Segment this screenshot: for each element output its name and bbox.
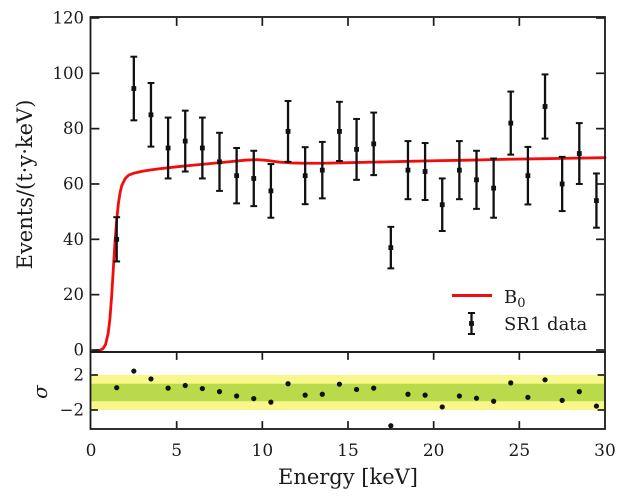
y-tick-label: 120 (53, 8, 85, 27)
sigma-tick-label: 2 (74, 366, 85, 385)
sr1-marker (148, 112, 154, 118)
sr1-marker (182, 138, 188, 144)
sr1-marker (576, 151, 582, 156)
residual-point (491, 398, 497, 404)
residual-point (131, 368, 137, 374)
sr1-marker (354, 146, 359, 152)
residual-point (199, 385, 205, 392)
sr1-marker (302, 173, 308, 179)
residual-point (182, 382, 188, 389)
sr1-marker (285, 129, 291, 134)
sigma-tick-label: −2 (60, 401, 84, 420)
sr1-marker (388, 245, 394, 251)
x-tick-label: 30 (594, 441, 616, 461)
y-tick-label: 100 (53, 64, 85, 83)
residual-point (234, 393, 240, 399)
residual-point (593, 403, 600, 409)
residual-point (525, 394, 531, 400)
residual-point (542, 377, 548, 383)
residual-point (559, 397, 565, 403)
residual-point (165, 385, 171, 391)
sr1-marker (165, 145, 171, 151)
sr1-marker (525, 173, 531, 179)
y-tick-label: 80 (63, 119, 84, 138)
chart-render-root: 0 5 10 15 20 25 30 0 20 40 60 80 100 120 2 −2 (53, 8, 616, 461)
y-tick-label: 40 (63, 230, 84, 249)
sr1-marker (319, 167, 325, 173)
residual-point (388, 423, 394, 429)
residual-point (456, 393, 462, 399)
x-tick-label: 25 (509, 441, 531, 461)
sr1-marker (131, 86, 137, 91)
sr1-marker (456, 167, 462, 173)
sr1-marker (542, 104, 548, 109)
x-tick-label: 5 (171, 441, 182, 461)
sr1-marker (114, 236, 120, 242)
y-tick-label: 60 (63, 174, 84, 193)
legend: B0 SR1 data (452, 287, 588, 335)
residual-panel-frame (89, 351, 606, 430)
residual-y-axis-label: σ (28, 384, 52, 399)
residual-point (268, 399, 274, 405)
sr1-marker (508, 120, 514, 126)
sr1-marker (251, 176, 257, 181)
sr1-marker (474, 177, 479, 183)
residual-point (473, 395, 480, 401)
residual-point (148, 376, 154, 382)
residual-point (251, 396, 257, 402)
sr1-marker (371, 141, 377, 147)
sr1-marker (199, 145, 205, 151)
residual-point (422, 392, 428, 398)
legend-sr1-label: SR1 data (504, 314, 588, 335)
residual-point (353, 386, 360, 393)
residual-point (508, 380, 514, 386)
residual-point (371, 385, 377, 391)
residual-point (439, 404, 445, 410)
residual-point (576, 389, 582, 395)
x-tick-label: 10 (252, 441, 274, 461)
legend-errorbar-swatch (468, 312, 475, 335)
sr1-marker (594, 198, 599, 203)
residual-point (336, 381, 343, 387)
residual-point (216, 389, 223, 395)
residual-point (302, 392, 308, 398)
main-y-axis-label: Events/(t·y·keV) (13, 100, 37, 270)
x-tick-label: 15 (337, 441, 359, 461)
y-tick-label: 20 (63, 285, 84, 304)
residual-point (285, 381, 291, 387)
legend-b0-label: B0 (504, 287, 526, 311)
sr1-marker (337, 129, 342, 134)
y-tick-label: 0 (74, 341, 85, 360)
residual-point (405, 391, 411, 397)
x-tick-label: 20 (423, 441, 445, 461)
sr1-marker (268, 188, 274, 194)
x-tick-label: 0 (86, 441, 97, 461)
sr1-marker (559, 181, 565, 187)
sr1-marker (405, 167, 411, 173)
sr1-marker (422, 169, 428, 174)
b0-model-line (93, 156, 607, 353)
sr1-marker (217, 159, 222, 165)
residual-point (114, 385, 120, 391)
x-axis-label: Energy [keV] (278, 465, 418, 489)
sr1-marker (439, 202, 445, 208)
residual-point (319, 391, 325, 397)
sr1-marker (234, 173, 240, 179)
sr1-marker (491, 185, 497, 191)
